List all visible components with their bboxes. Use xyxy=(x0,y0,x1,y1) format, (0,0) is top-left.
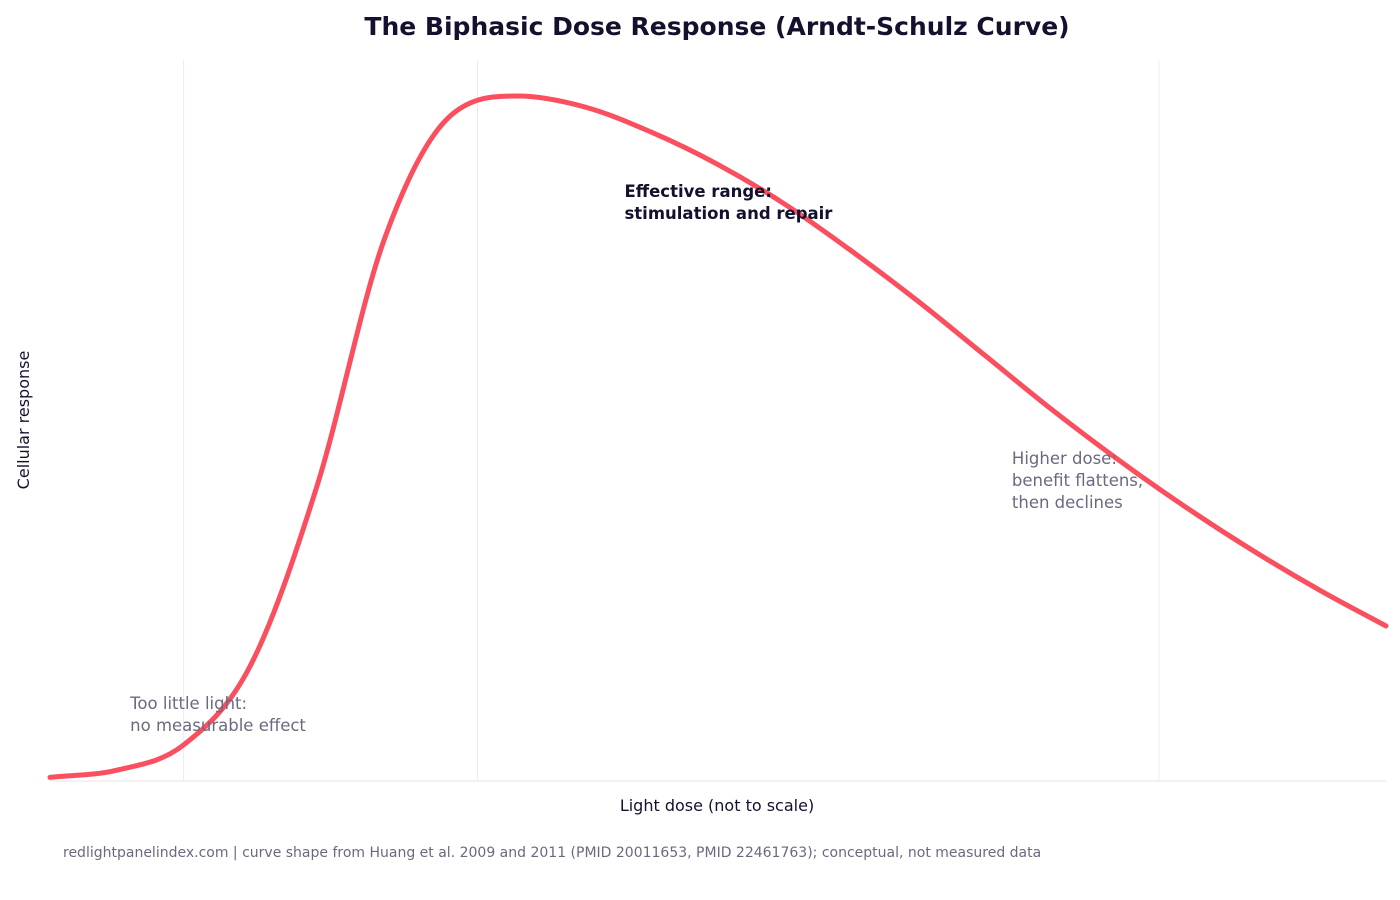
annotation-effective: Effective range: stimulation and repair xyxy=(624,182,833,223)
y-axis-label: Cellular response xyxy=(14,351,33,490)
x-axis-label: Light dose (not to scale) xyxy=(620,796,814,815)
annotation-high-line-3: then declines xyxy=(1012,493,1123,512)
annotation-high-line-1: Higher dose: xyxy=(1012,449,1117,468)
x-gridlines xyxy=(183,60,1160,781)
annotation-high: Higher dose: benefit flattens, then declin… xyxy=(1012,449,1143,512)
annotation-high-line-2: benefit flattens, xyxy=(1012,471,1143,490)
source-note: redlightpanelindex.com | curve shape fro… xyxy=(63,845,1041,861)
series-layer xyxy=(47,93,1389,780)
annotation-effective-line-2: stimulation and repair xyxy=(624,204,833,223)
annotations: Too little light: no measurable effect Eff… xyxy=(129,182,1143,735)
annotation-low-line-2: no measurable effect xyxy=(130,716,306,735)
annotation-effective-line-1: Effective range: xyxy=(624,182,771,201)
series-line-1 xyxy=(47,93,1389,780)
annotation-low-line-1: Too little light: xyxy=(129,694,247,713)
chart-title: The Biphasic Dose Response (Arndt-Schulz… xyxy=(364,12,1069,41)
annotation-low: Too little light: no measurable effect xyxy=(129,694,306,735)
